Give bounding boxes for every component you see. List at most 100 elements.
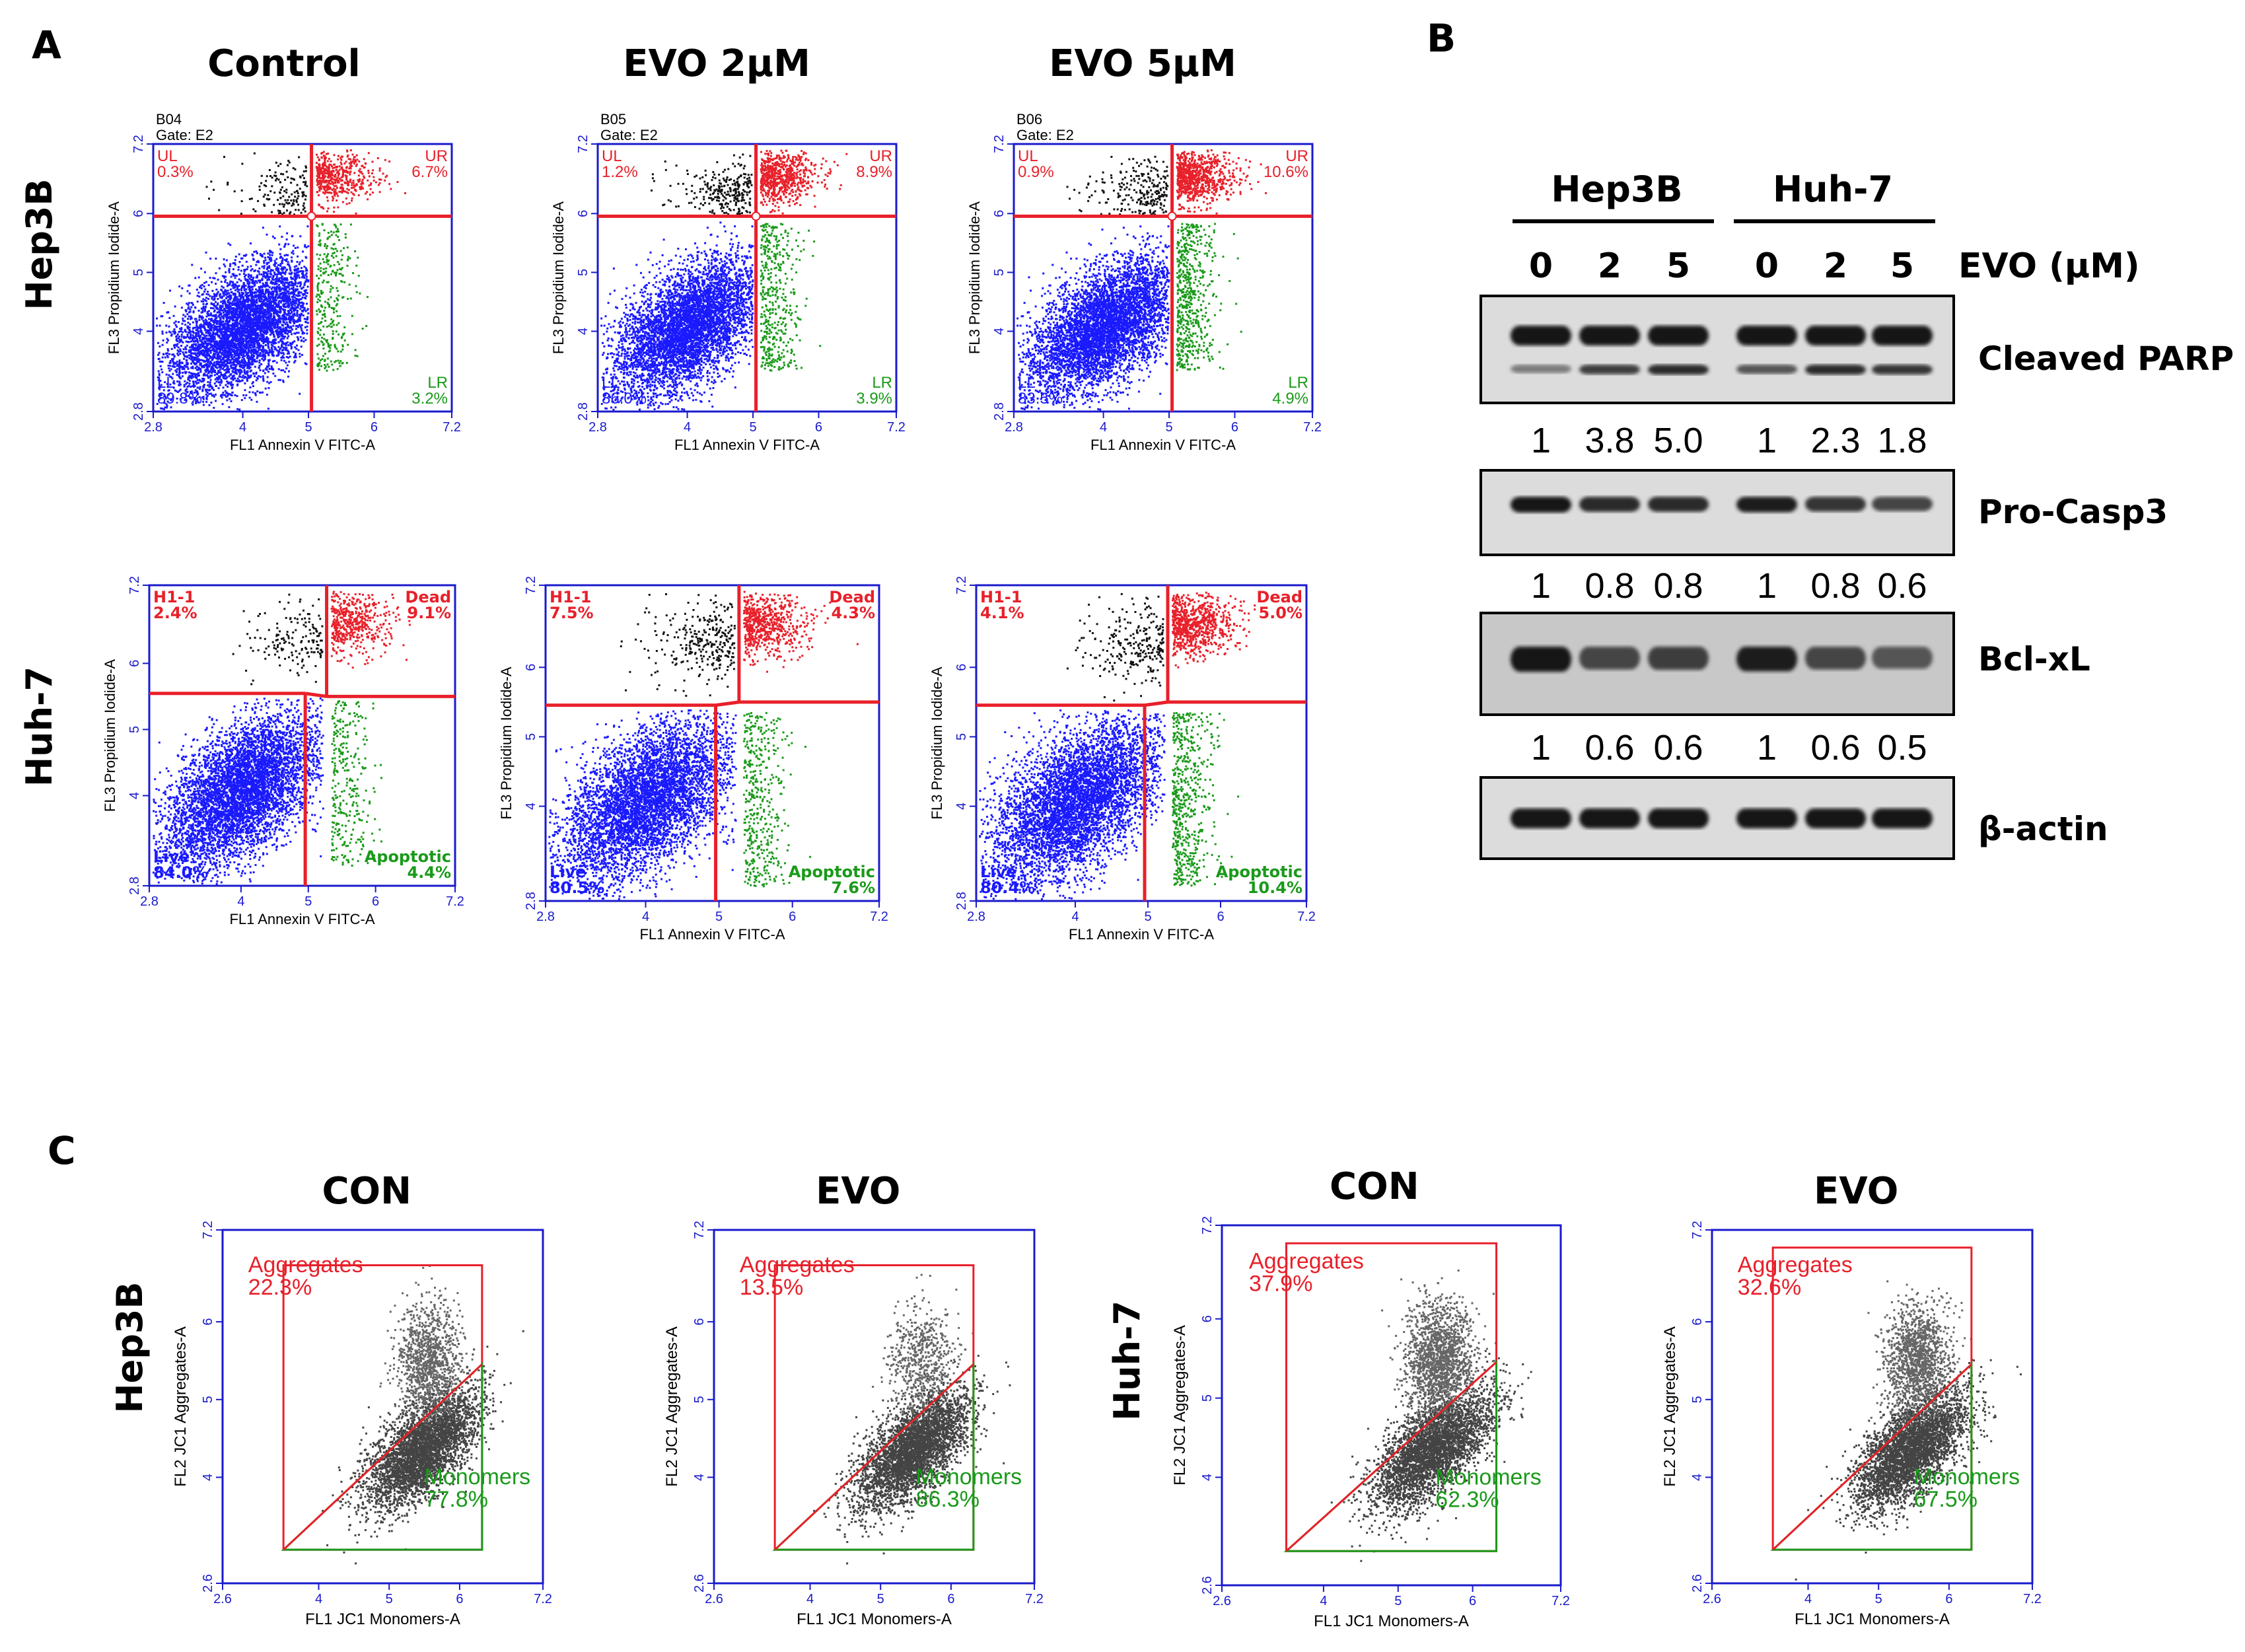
panel-label-b: B — [1427, 16, 1456, 61]
y-tick-label: 4 — [576, 328, 590, 335]
protein-band — [1872, 808, 1933, 828]
x-tick-label: 5 — [715, 910, 723, 924]
quadrant-lr-value: 4.9% — [1272, 390, 1308, 408]
x-tick-label: 5 — [877, 1592, 884, 1606]
quadrant-ll-label: Live — [980, 863, 1016, 881]
necrotic-population — [232, 593, 324, 686]
plot-frame — [713, 1229, 1036, 1585]
x-tick-label: 7.2 — [443, 420, 461, 435]
y-tick-label: 4 — [1690, 1474, 1705, 1481]
panel-label-c: C — [48, 1128, 76, 1173]
band-quant-value: 0.6 — [1653, 728, 1703, 768]
y-tick-label: 7.2 — [1200, 1216, 1215, 1235]
y-tick-label: 5 — [992, 269, 1007, 276]
quadrant-ll-value: 86.0% — [602, 390, 647, 408]
quadrant-ll-label: LL — [1018, 374, 1036, 392]
plot-frame — [152, 143, 453, 413]
x-tick-label: 6 — [1217, 910, 1224, 924]
quadrant-ur-label: Dead — [405, 588, 451, 606]
y-tick-label: 5 — [954, 733, 969, 740]
x-tick-label: 5 — [304, 894, 312, 909]
treatment-label: EVO (μM) — [1958, 246, 2140, 286]
x-tick-label: 7.2 — [870, 910, 888, 924]
panel-label-a: A — [32, 22, 61, 67]
y-axis-label: FL2 JC1 Aggregates-A — [663, 1326, 681, 1487]
x-axis-label: FL1 Annexin V FITC-A — [229, 911, 374, 927]
x-tick-label: 6 — [456, 1592, 463, 1606]
quadrant-ur-label: UR — [1285, 147, 1308, 165]
x-tick-label: 7.2 — [1303, 420, 1322, 435]
apoptotic-population — [1176, 223, 1242, 371]
quadrant-lr-label: LR — [427, 374, 448, 392]
y-tick-label: 6 — [576, 210, 590, 217]
quadrant-center — [306, 211, 316, 221]
panel-b: B Hep3B Huh-7 0 2 5 0 2 5 EVO (μM) Cleaved PARP 1 3.… — [1427, 16, 2234, 860]
protein-band — [1579, 647, 1640, 670]
x-tick-label: 2.6 — [705, 1592, 723, 1606]
band-quant-value: 5.0 — [1653, 421, 1703, 460]
jc1-plot-2: CON 2.62.6 4 4 5 5 6 6 7.2 7.2 FL1 JC1 Monomers-A F… — [1171, 1165, 1570, 1630]
aggregate-population — [872, 1274, 974, 1464]
quadrant-lr-value: 7.6% — [831, 879, 875, 897]
well-label: B05 — [600, 111, 626, 127]
quadrant-ul-label: UL — [602, 147, 622, 165]
row-label-hep3b: Hep3B — [18, 178, 60, 310]
quadrant-ur-label: Dead — [1256, 588, 1302, 606]
quadrant-ul-value: 0.3% — [157, 163, 194, 181]
quadrant-ll-value: 80.4% — [980, 879, 1035, 897]
y-axis-label: FL3 Propidium Iodide-A — [929, 666, 945, 819]
monomers-label: Monomers — [1914, 1464, 2020, 1490]
x-tick-label: 4 — [315, 1592, 322, 1606]
band-quant-value: 1 — [1531, 728, 1551, 768]
y-tick-label: 5 — [201, 1396, 215, 1403]
x-tick-label: 2.8 — [144, 420, 162, 435]
y-tick-label: 4 — [131, 328, 146, 335]
y-tick-label: 7.2 — [524, 576, 538, 594]
x-tick-label: 4 — [806, 1592, 814, 1606]
aggregates-label: Aggregates — [1249, 1248, 1364, 1274]
x-tick-label: 7.2 — [2023, 1592, 2042, 1606]
x-tick-label: 6 — [1469, 1594, 1476, 1608]
monomers-label: Monomers — [1435, 1464, 1542, 1490]
x-axis-label: FL1 Annexin V FITC-A — [1090, 437, 1236, 453]
x-tick-label: 4 — [237, 894, 244, 909]
x-tick-label: 7.2 — [1025, 1592, 1044, 1606]
gate-label: Gate: E2 — [600, 127, 658, 143]
band-quant-value: 3.8 — [1585, 421, 1634, 460]
blot-label: Cleaved PARP — [1978, 340, 2234, 378]
x-tick-label: 4 — [684, 420, 691, 435]
y-tick-label: 5 — [1200, 1394, 1215, 1402]
necrotic-population — [205, 152, 308, 216]
x-tick-label: 6 — [1231, 420, 1238, 435]
plot-frame — [221, 1229, 544, 1585]
quadrant-ll-label: LL — [157, 374, 175, 392]
quadrant-ur-value: 4.3% — [831, 604, 875, 622]
quadrant-ur-value: 9.1% — [407, 604, 451, 622]
aggregates-value: 32.6% — [1738, 1275, 1801, 1300]
y-tick-label: 5 — [576, 269, 590, 276]
y-tick-label: 7.2 — [992, 135, 1007, 153]
monomer-population — [1330, 1349, 1532, 1562]
x-tick-label: 7.2 — [887, 420, 906, 435]
y-tick-label: 6 — [1200, 1315, 1215, 1322]
column-title: EVO 5μM — [1049, 42, 1236, 85]
plot-title: EVO — [1814, 1170, 1898, 1213]
quadrant-ur-label: UR — [869, 147, 892, 165]
y-tick-label: 4 — [992, 328, 1007, 335]
protein-band — [1805, 647, 1866, 670]
plot-frame — [1013, 143, 1314, 413]
column-title: Control — [207, 42, 361, 85]
gate-diagonal — [1772, 1363, 1972, 1551]
x-axis-label: FL1 JC1 Monomers-A — [1795, 1610, 1950, 1628]
x-tick-label: 5 — [386, 1592, 393, 1606]
quadrant-ll-label: LL — [602, 374, 620, 392]
y-axis-label: FL2 JC1 Aggregates-A — [1171, 1325, 1189, 1486]
x-axis-label: FL1 JC1 Monomers-A — [1314, 1612, 1469, 1630]
live-population — [1016, 225, 1170, 411]
quadrant-ll-label: Live — [153, 847, 190, 866]
flow-plot-huh7-1: 2.82.8 4 4 5 5 6 6 7.2 7.2 FL1 Annexin V FITC-A FL… — [498, 576, 888, 943]
protein-band — [1511, 326, 1571, 345]
plot-frame — [544, 584, 880, 902]
necrotic-population — [620, 593, 736, 697]
plot-frame — [1221, 1224, 1562, 1587]
